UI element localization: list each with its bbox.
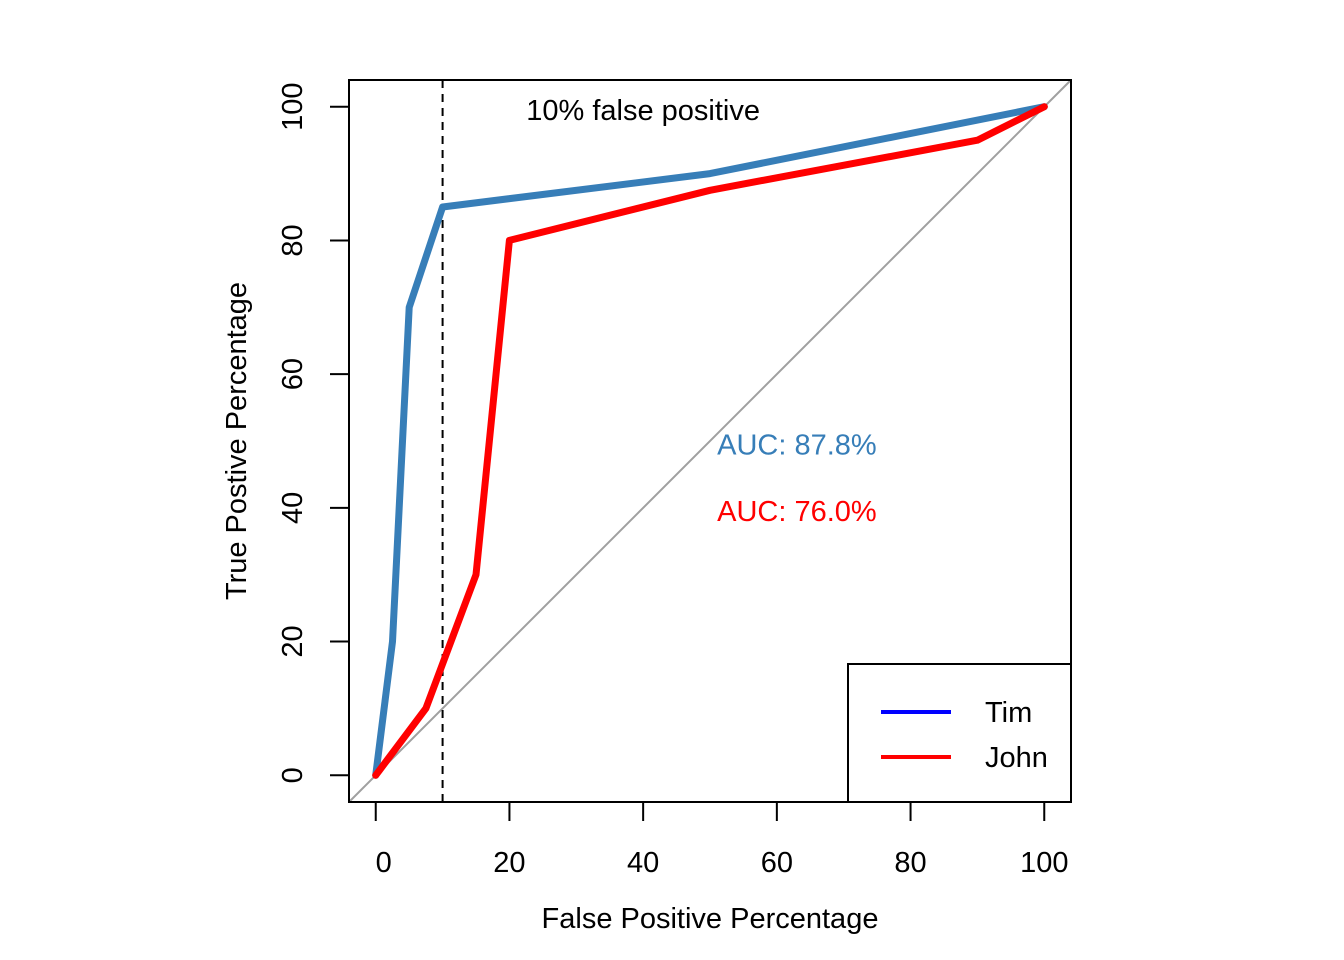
auc-label-john: AUC: 76.0% — [717, 496, 877, 528]
x-axis-label: False Positive Percentage — [542, 903, 879, 935]
x-tick-label: 20 — [493, 847, 525, 879]
y-tick-label: 20 — [277, 625, 309, 657]
y-tick-label: 80 — [277, 224, 309, 256]
auc-label-tim: AUC: 87.8% — [717, 429, 877, 461]
plot-frame — [348, 79, 1072, 803]
x-tick-label: 0 — [376, 847, 392, 879]
x-tick-label: 60 — [761, 847, 793, 879]
y-tick-label: 0 — [277, 767, 309, 783]
x-tick-label: 80 — [894, 847, 926, 879]
threshold-annotation: 10% false positive — [526, 95, 760, 127]
y-tick-label: 60 — [277, 358, 309, 390]
x-tick-label: 100 — [1020, 847, 1068, 879]
legend-box — [847, 663, 1072, 803]
y-tick-label: 100 — [277, 83, 309, 131]
x-tick-label: 40 — [627, 847, 659, 879]
legend-label-john: John — [985, 742, 1048, 774]
series-line-tim — [372, 103, 1048, 779]
diagonal-reference-line — [348, 79, 1072, 803]
legend-label-tim: Tim — [985, 697, 1032, 729]
y-axis-label: True Postive Percentage — [221, 282, 253, 600]
y-tick-label: 40 — [277, 492, 309, 524]
